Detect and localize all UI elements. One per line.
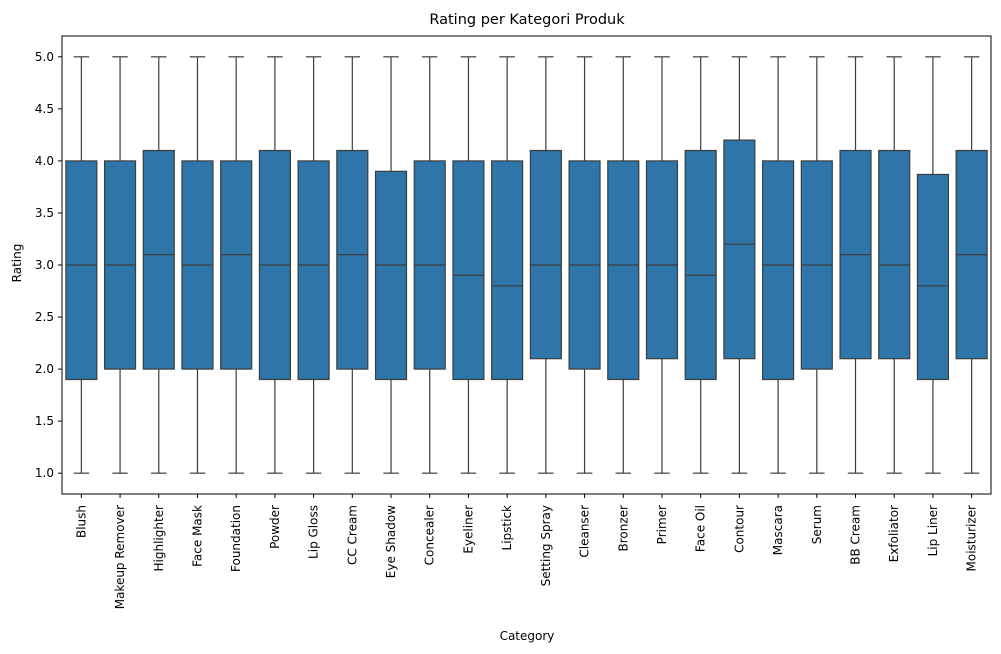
- iqr-box: [529, 149, 562, 360]
- iqr-box: [142, 149, 175, 370]
- box-20: [839, 56, 872, 474]
- plot-area: [61, 35, 992, 495]
- box-17: [723, 56, 756, 474]
- iqr-box: [374, 170, 408, 381]
- iqr-box: [297, 160, 330, 381]
- box-10: [452, 56, 485, 474]
- box-4: [220, 56, 253, 474]
- x-tick-label: Lipstick: [500, 505, 514, 551]
- y-tick-label: 1.0: [35, 466, 54, 480]
- x-tick-label: BB Cream: [849, 505, 863, 565]
- box-5: [258, 56, 291, 474]
- y-tick-label: 2.5: [35, 310, 54, 324]
- iqr-box: [645, 160, 679, 360]
- iqr-box: [916, 173, 950, 381]
- box-0: [65, 56, 98, 474]
- chart-title: Rating per Kategori Produk: [429, 12, 625, 28]
- iqr-box: [491, 160, 524, 381]
- x-tick-label: Bronzer: [616, 505, 630, 552]
- x-tick-label: Cleanser: [578, 505, 592, 558]
- x-tick-label: Highlighter: [152, 505, 166, 572]
- iqr-box: [336, 149, 369, 370]
- iqr-box: [220, 160, 253, 370]
- x-tick-label: Eyeliner: [461, 505, 475, 554]
- y-tick-label: 2.0: [35, 362, 54, 376]
- x-tick-label: Powder: [268, 505, 282, 549]
- y-tick-label: 3.0: [35, 258, 54, 272]
- box-2: [142, 56, 175, 474]
- box-13: [568, 56, 601, 474]
- box-14: [607, 56, 640, 474]
- box-7: [336, 56, 369, 474]
- x-tick-label: Setting Spray: [539, 505, 553, 586]
- x-tick-label: Serum: [810, 505, 824, 544]
- x-tick-label: Lip Gloss: [307, 505, 321, 559]
- box-16: [684, 56, 717, 474]
- x-tick-label: Eye Shadow: [384, 505, 398, 578]
- x-tick-label: Foundation: [229, 505, 243, 572]
- box-15: [645, 56, 679, 474]
- x-tick-label: Mascara: [771, 505, 785, 555]
- box-11: [491, 56, 524, 474]
- x-tick-label: CC Cream: [345, 505, 359, 565]
- box-1: [103, 56, 137, 474]
- box-22: [916, 56, 950, 474]
- x-tick-label: Face Mask: [190, 505, 204, 567]
- iqr-box: [878, 149, 911, 360]
- x-axis-title: Category: [500, 629, 555, 643]
- box-6: [297, 56, 330, 474]
- x-axis: Blush Makeup Remover Highlighter Face Mask F…: [74, 494, 979, 609]
- x-tick-label: Blush: [74, 505, 88, 538]
- x-tick-label: Primer: [655, 505, 669, 544]
- iqr-box: [723, 139, 756, 360]
- x-tick-label: Contour: [732, 505, 746, 553]
- iqr-box: [607, 160, 640, 381]
- box-9: [413, 56, 446, 474]
- y-tick-label: 3.5: [35, 206, 54, 220]
- box-19: [800, 56, 833, 474]
- box-8: [374, 56, 408, 474]
- y-tick-label: 5.0: [35, 50, 54, 64]
- x-tick-label: Face Oil: [694, 505, 708, 552]
- iqr-box: [762, 160, 795, 381]
- iqr-box: [65, 160, 98, 381]
- iqr-box: [684, 149, 717, 381]
- x-tick-label: Makeup Remover: [113, 505, 127, 609]
- box-18: [762, 56, 795, 474]
- box-21: [878, 56, 911, 474]
- box-3: [181, 56, 214, 474]
- box-23: [955, 56, 988, 474]
- y-tick-label: 4.5: [35, 102, 54, 116]
- box-12: [529, 56, 562, 474]
- x-tick-label: Exfoliator: [887, 505, 901, 562]
- x-tick-label: Moisturizer: [965, 505, 979, 572]
- y-axis-title: Rating: [10, 244, 24, 283]
- x-tick-label: Concealer: [423, 505, 437, 565]
- x-tick-label: Lip Liner: [926, 505, 940, 556]
- iqr-box: [452, 160, 485, 381]
- y-tick-label: 4.0: [35, 154, 54, 168]
- y-tick-label: 1.5: [35, 414, 54, 428]
- y-axis: 1.0 1.5 2.0 2.5 3.0 3.5 4.0 4.5 5.0: [35, 50, 62, 480]
